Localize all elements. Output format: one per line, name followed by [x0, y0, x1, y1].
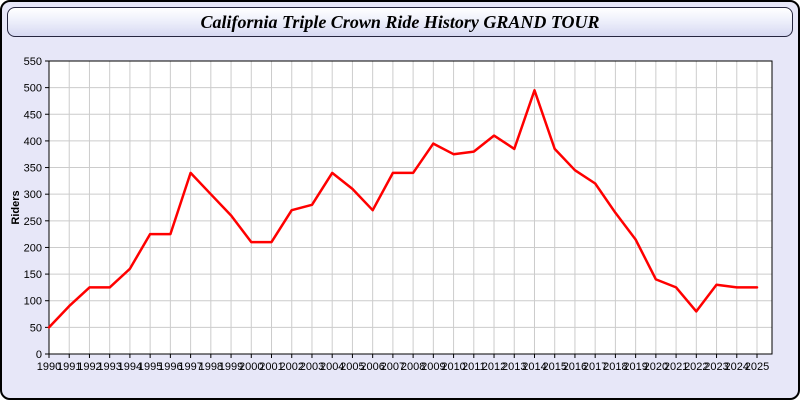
x-tick-label: 2020 — [644, 361, 668, 373]
x-tick-label: 2009 — [421, 361, 445, 373]
x-tick-label: 1995 — [138, 361, 162, 373]
x-tick-label: 1997 — [178, 361, 202, 373]
x-axis-tick-labels: 1990199119921993199419951996199719981999… — [37, 361, 769, 373]
x-tick-label: 1998 — [199, 361, 223, 373]
x-tick-label: 2012 — [482, 361, 506, 373]
x-tick-label: 2013 — [502, 361, 526, 373]
x-tick-label: 1994 — [118, 361, 142, 373]
x-tick-label: 2023 — [704, 361, 728, 373]
y-tick-label: 300 — [24, 189, 42, 201]
x-tick-label: 1990 — [37, 361, 61, 373]
x-tick-label: 2010 — [441, 361, 465, 373]
y-tick-label: 450 — [24, 109, 42, 121]
y-tick-label: 150 — [24, 269, 42, 281]
y-tick-label: 350 — [24, 163, 42, 175]
x-tick-label: 2021 — [664, 361, 688, 373]
chart-title: California Triple Crown Ride History GRA… — [200, 11, 600, 32]
y-axis-title: Riders — [10, 190, 22, 224]
x-tick-label: 1991 — [57, 361, 81, 373]
y-tick-label: 0 — [36, 349, 42, 361]
x-tick-label: 2015 — [542, 361, 566, 373]
x-tick-label: 2016 — [563, 361, 587, 373]
x-tick-label: 2018 — [603, 361, 627, 373]
y-tick-label: 250 — [24, 216, 42, 228]
x-tick-label: 1999 — [219, 361, 243, 373]
x-tick-label: 2011 — [462, 361, 486, 373]
plot-frame — [48, 60, 773, 355]
x-tick-label: 2001 — [259, 361, 283, 373]
x-tick-label: 2007 — [381, 361, 405, 373]
title-bar: California Triple Crown Ride History GRA… — [7, 7, 793, 37]
x-tick-label: 2025 — [745, 361, 769, 373]
x-tick-label: 2014 — [522, 361, 546, 373]
y-tick-label: 200 — [24, 242, 42, 254]
y-tick-label: 100 — [24, 296, 42, 308]
x-tick-label: 1996 — [158, 361, 182, 373]
riders-series-line — [47, 89, 759, 329]
x-tick-label: 2004 — [320, 361, 344, 373]
x-tick-label: 1993 — [97, 361, 121, 373]
x-tick-label: 2003 — [300, 361, 324, 373]
y-axis-tick-labels: 0 50 100 150 200 250 300 350 400 450 500 550 — [24, 56, 42, 361]
x-tick-label: 2022 — [684, 361, 708, 373]
y-tick-label: 500 — [24, 83, 42, 95]
x-tick-label: 2024 — [725, 361, 749, 373]
x-tick-label: 2002 — [280, 361, 304, 373]
y-tick-label: 50 — [30, 322, 42, 334]
grid-lines — [49, 61, 772, 354]
x-tick-label: 2017 — [583, 361, 607, 373]
x-tick-label: 2008 — [401, 361, 425, 373]
x-tick-label: 1992 — [77, 361, 101, 373]
axis-ticks — [45, 60, 758, 358]
y-tick-label: 400 — [24, 136, 42, 148]
plot-background — [49, 61, 772, 354]
x-tick-label: 2019 — [623, 361, 647, 373]
x-tick-label: 2005 — [340, 361, 364, 373]
x-tick-label: 2006 — [360, 361, 384, 373]
x-tick-label: 2000 — [239, 361, 263, 373]
y-tick-label: 550 — [24, 56, 42, 68]
